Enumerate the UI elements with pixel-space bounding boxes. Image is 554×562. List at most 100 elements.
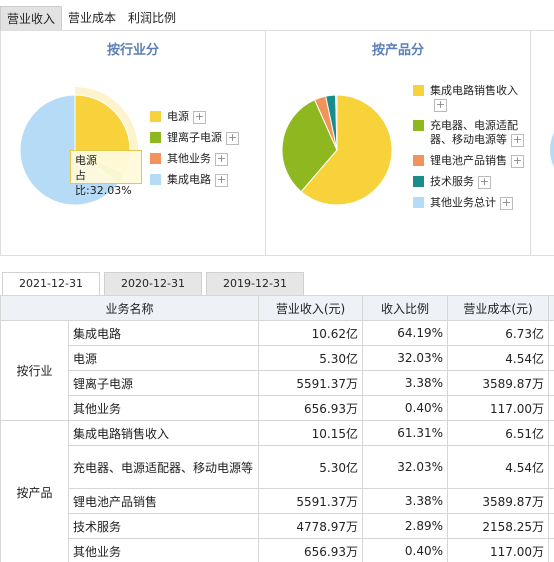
group-label: 按产品 (0, 420, 69, 562)
tooltip-text: 占比:32.03% (75, 169, 132, 197)
tab[interactable]: 营业成本 (68, 11, 117, 25)
legend-label: 集成电路 (167, 173, 211, 186)
legend-item: 其他业务 + (150, 152, 260, 166)
legend-item: 锂离子电源 + (150, 131, 260, 145)
legend-text: 集成电路销售收入+ (430, 84, 528, 112)
legend-swatch (150, 153, 161, 164)
table-row: 技术服务 4778.97万 2.89% 2158.25万 (1, 513, 554, 539)
expand-button[interactable]: + (511, 132, 524, 147)
cell: 其他业务 (67, 395, 260, 421)
cell: 10.15亿 (258, 420, 364, 446)
legend-swatch (413, 197, 424, 208)
cell: 0.40% (362, 395, 449, 421)
tab[interactable]: 利润比例 (128, 11, 177, 25)
legend-text: 锂电池产品销售 + (430, 154, 524, 168)
cell: 5.30亿 (258, 445, 364, 489)
cell: 10.62亿 (258, 320, 364, 346)
legend-swatch (150, 174, 161, 185)
date-tab[interactable]: 2020-12-31 (104, 272, 202, 296)
cell: 电源 (67, 345, 260, 371)
table-row: 锂电池产品销售 5591.37万 3.38% 3589.87万 (1, 488, 554, 514)
panel (530, 30, 554, 256)
expand-button[interactable]: + (511, 153, 524, 168)
legend-text: 集成电路 + (167, 173, 228, 187)
cell: 3589.87万 (447, 488, 550, 514)
header-row: 业务名称 营业收入(元) 收入比例 营业成本(元) (0, 295, 554, 321)
pie-slice (300, 94, 393, 206)
legend-label: 技术服务 (430, 175, 474, 188)
expand-button[interactable]: + (215, 151, 228, 166)
group-label: 按行业 (0, 320, 69, 421)
legend-swatch (413, 85, 424, 96)
cell: 117.00万 (447, 538, 550, 562)
cell: 32.03% (362, 445, 449, 489)
expand-button[interactable]: + (215, 172, 228, 187)
cell (548, 420, 554, 446)
tooltip-name: 电源 (75, 154, 97, 167)
legend-item: 电源 + (150, 110, 260, 124)
tab[interactable]: 营业收入 (0, 6, 63, 31)
legend-swatch (413, 155, 424, 166)
tooltip: 电源 占比:32.03% (70, 150, 142, 197)
cell: 6.51亿 (447, 420, 550, 446)
cell: 4778.97万 (258, 513, 364, 539)
cell: 集成电路销售收入 (67, 420, 260, 446)
cell: 其他业务 (67, 538, 260, 562)
legend-swatch (413, 120, 424, 131)
table-row: 按行业 集成电路 10.62亿 64.19% 6.73亿 (0, 320, 554, 421)
legend-label: 充电器、电源适配器、移动电源等 (430, 119, 518, 146)
expand-button[interactable]: + (434, 97, 447, 112)
legend-swatch (150, 111, 161, 122)
legend-item: 集成电路 + (150, 173, 260, 187)
legend-item: 技术服务 + (413, 175, 528, 189)
cell: 5591.37万 (258, 370, 364, 396)
cell: 32.03% (362, 345, 449, 371)
table-row: 锂离子电源 5591.37万 3.38% 3589.87万 (1, 370, 554, 396)
cell: 6.73亿 (447, 320, 550, 346)
legend-label: 集成电路销售收入 (430, 84, 518, 97)
legend-item: 锂电池产品销售 + (413, 154, 528, 168)
cell (548, 445, 554, 489)
cell (548, 395, 554, 421)
legend-label: 锂离子电源 (167, 131, 222, 144)
expand-button[interactable]: + (500, 195, 513, 210)
header-cell: 业务名称 (0, 295, 260, 321)
table-row: 其他业务 656.93万 0.40% 117.00万 (1, 395, 554, 421)
date-tab[interactable]: 2021-12-31 (2, 272, 100, 296)
legend-text: 电源 + (167, 110, 206, 124)
expand-button[interactable]: + (478, 174, 491, 189)
header-cell (548, 295, 554, 321)
cell: 656.93万 (258, 395, 364, 421)
header-cell: 收入比例 (362, 295, 449, 321)
cell (548, 538, 554, 562)
cell: 3.38% (362, 488, 449, 514)
partial-pie (550, 132, 554, 168)
cell: 集成电路 (67, 320, 260, 346)
pie-slice (281, 99, 338, 193)
legend-text: 锂离子电源 + (167, 131, 239, 145)
cell: 3.38% (362, 370, 449, 396)
cell: 656.93万 (258, 538, 364, 562)
legend-swatch (413, 176, 424, 187)
cell: 锂电池产品销售 (67, 488, 260, 514)
header-cell: 营业成本(元) (447, 295, 550, 321)
legend-text: 其他业务 + (167, 152, 228, 166)
cell: 4.54亿 (447, 445, 550, 489)
expand-button[interactable]: + (226, 130, 239, 145)
table: 业务名称 营业收入(元) 收入比例 营业成本(元) 按行业 集成电路 10.62亿 64.19… (0, 295, 554, 562)
table-row: 电源 5.30亿 32.03% 4.54亿 (1, 345, 554, 371)
legend-label: 锂电池产品销售 (430, 154, 507, 167)
cell: 0.40% (362, 538, 449, 562)
table-row: 其他业务 656.93万 0.40% 117.00万 (1, 538, 554, 562)
panel-title: 按产品分 (371, 43, 424, 58)
legend-text: 技术服务 + (430, 175, 491, 189)
expand-button[interactable]: + (193, 109, 206, 124)
legend-text: 充电器、电源适配器、移动电源等 + (430, 119, 528, 147)
legend-item: 充电器、电源适配器、移动电源等 + (413, 119, 528, 147)
date-tab[interactable]: 2019-12-31 (206, 272, 304, 296)
table-row: 按产品 集成电路销售收入 10.15亿 61.31% 6.51亿 (0, 420, 554, 562)
cell (548, 370, 554, 396)
cell: 2158.25万 (447, 513, 550, 539)
cell: 117.00万 (447, 395, 550, 421)
legend-item: 其他业务总计 + (413, 196, 528, 210)
